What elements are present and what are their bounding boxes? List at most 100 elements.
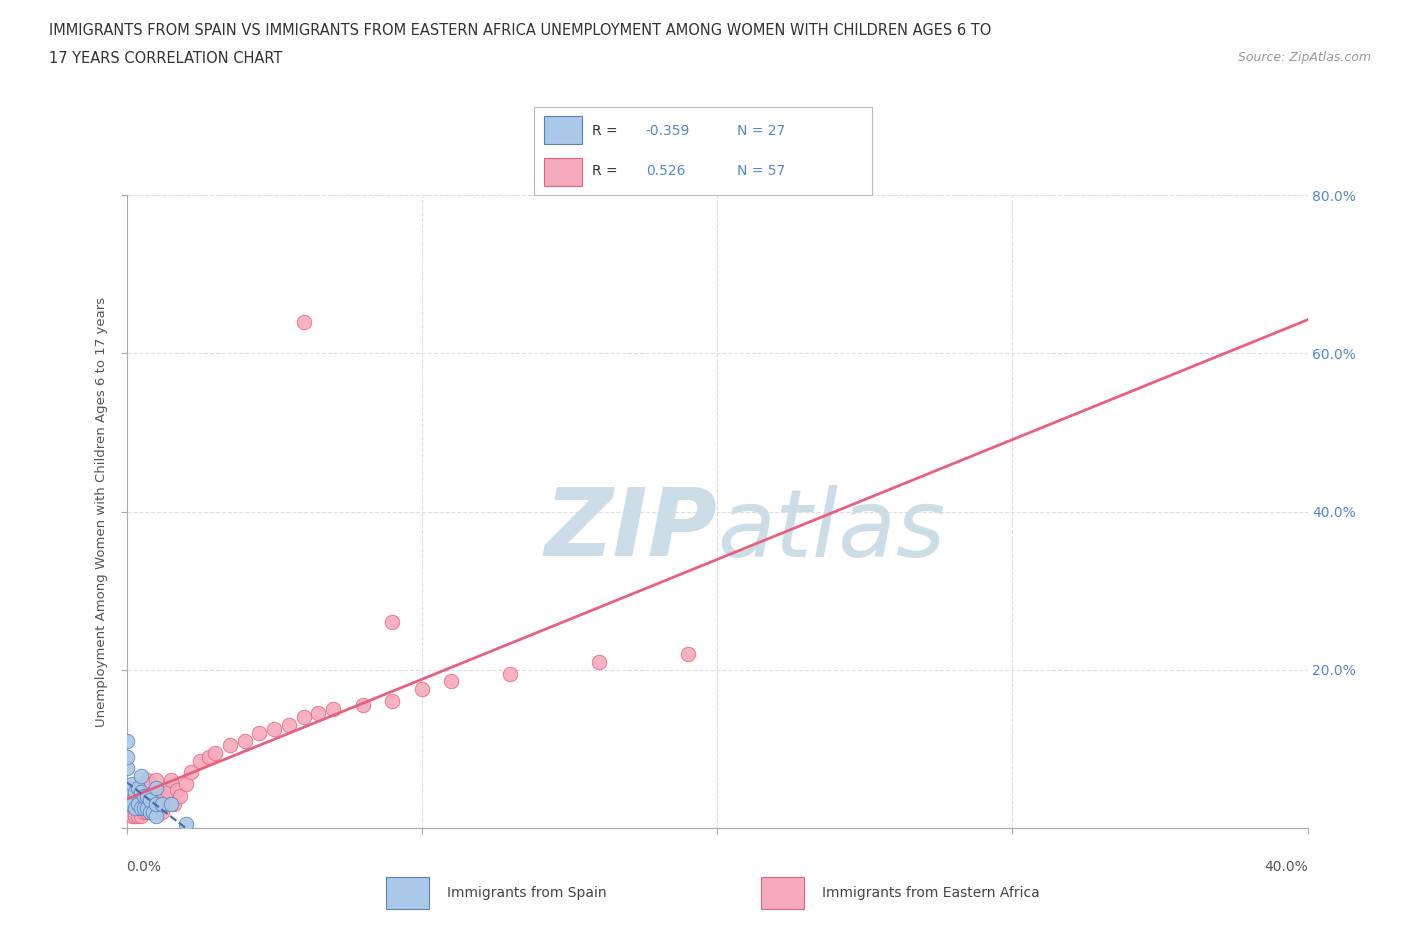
Point xyxy=(204,745,226,760)
Point xyxy=(134,804,156,819)
Text: -0.359: -0.359 xyxy=(645,124,690,138)
Point xyxy=(129,801,153,816)
Text: Immigrants from Spain: Immigrants from Spain xyxy=(447,885,606,900)
Text: R =: R = xyxy=(592,124,617,138)
Point xyxy=(136,773,159,788)
Point xyxy=(124,796,146,811)
Point xyxy=(159,773,183,788)
Point xyxy=(127,781,149,796)
Point xyxy=(307,706,329,721)
Point xyxy=(127,796,149,811)
Point xyxy=(139,792,162,807)
Point xyxy=(139,777,162,791)
Text: IMMIGRANTS FROM SPAIN VS IMMIGRANTS FROM EASTERN AFRICA UNEMPLOYMENT AMONG WOMEN: IMMIGRANTS FROM SPAIN VS IMMIGRANTS FROM… xyxy=(49,23,991,38)
Point xyxy=(134,792,156,807)
Point xyxy=(136,789,159,804)
Text: 40.0%: 40.0% xyxy=(1264,860,1308,874)
Text: N = 57: N = 57 xyxy=(737,165,785,179)
Text: Source: ZipAtlas.com: Source: ZipAtlas.com xyxy=(1237,51,1371,64)
Point xyxy=(150,804,173,819)
Point xyxy=(121,792,143,807)
Point xyxy=(145,781,167,796)
Y-axis label: Unemployment Among Women with Children Ages 6 to 17 years: Unemployment Among Women with Children A… xyxy=(94,297,108,726)
Point xyxy=(142,804,165,819)
Point xyxy=(247,725,270,740)
Point xyxy=(278,718,301,733)
Point xyxy=(263,722,285,737)
Point xyxy=(136,804,159,819)
Point xyxy=(166,782,188,797)
Text: Immigrants from Eastern Africa: Immigrants from Eastern Africa xyxy=(821,885,1039,900)
Point xyxy=(129,796,153,811)
Point xyxy=(136,801,159,816)
Point xyxy=(142,804,165,819)
Text: R =: R = xyxy=(592,165,617,179)
Point xyxy=(153,796,176,811)
Point xyxy=(676,646,699,661)
Point xyxy=(145,796,167,811)
Point xyxy=(411,682,433,697)
Point xyxy=(233,733,256,748)
Point xyxy=(180,764,202,779)
Point xyxy=(115,750,138,764)
Point xyxy=(352,698,374,712)
Point xyxy=(129,769,153,784)
Point xyxy=(129,808,153,823)
Point xyxy=(322,702,344,717)
Point xyxy=(150,789,173,804)
Point xyxy=(134,801,156,816)
Point xyxy=(381,694,404,709)
Point xyxy=(134,789,156,804)
Point xyxy=(121,808,143,823)
Point xyxy=(499,666,522,681)
Point xyxy=(145,801,167,816)
Text: 0.526: 0.526 xyxy=(645,165,685,179)
Point xyxy=(174,817,197,831)
Point xyxy=(381,615,404,630)
FancyBboxPatch shape xyxy=(544,158,582,186)
Point xyxy=(145,773,167,788)
Point xyxy=(188,753,211,768)
Point xyxy=(219,737,242,752)
Point xyxy=(129,781,153,796)
Point xyxy=(145,808,167,823)
Point xyxy=(174,777,197,791)
Text: atlas: atlas xyxy=(717,485,945,576)
Point xyxy=(139,804,162,819)
Point xyxy=(127,808,149,823)
Point xyxy=(115,733,138,748)
Text: ZIP: ZIP xyxy=(544,485,717,577)
Point xyxy=(127,792,149,807)
Point xyxy=(148,785,170,800)
Point xyxy=(156,785,179,800)
Point xyxy=(148,801,170,816)
FancyBboxPatch shape xyxy=(544,116,582,144)
Point xyxy=(139,804,162,819)
Point xyxy=(115,781,138,796)
Point xyxy=(292,710,315,724)
Point xyxy=(145,789,167,804)
Point xyxy=(115,785,138,800)
Point xyxy=(163,796,186,811)
Point xyxy=(150,796,173,811)
Point xyxy=(124,785,146,800)
Point xyxy=(139,790,162,805)
Point xyxy=(292,314,315,329)
Point xyxy=(124,801,146,816)
Point xyxy=(129,785,153,800)
Point xyxy=(159,796,183,811)
FancyBboxPatch shape xyxy=(385,876,429,910)
Point xyxy=(121,796,143,811)
Point xyxy=(115,761,138,776)
Text: 17 YEARS CORRELATION CHART: 17 YEARS CORRELATION CHART xyxy=(49,51,283,66)
Point xyxy=(198,750,221,764)
Point xyxy=(169,789,191,804)
Point xyxy=(136,789,159,804)
Point xyxy=(124,808,146,823)
Text: 0.0%: 0.0% xyxy=(127,860,162,874)
Text: N = 27: N = 27 xyxy=(737,124,785,138)
Point xyxy=(440,674,463,689)
Point xyxy=(142,785,165,800)
Point xyxy=(115,804,138,819)
Point xyxy=(121,777,143,791)
